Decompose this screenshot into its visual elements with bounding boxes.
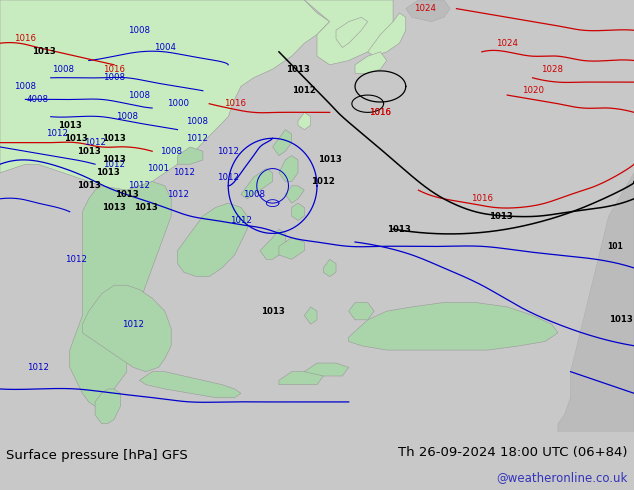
Text: 1016: 1016: [224, 99, 245, 108]
Text: 1016: 1016: [103, 65, 125, 74]
Polygon shape: [323, 259, 336, 276]
Polygon shape: [304, 0, 393, 65]
Text: 1013: 1013: [115, 190, 139, 199]
Text: 1008: 1008: [116, 112, 138, 121]
Text: 1013: 1013: [387, 224, 411, 234]
Text: 1024: 1024: [414, 4, 436, 13]
Polygon shape: [0, 0, 330, 190]
Text: 1013: 1013: [102, 134, 126, 143]
Text: 1013: 1013: [286, 65, 310, 74]
Text: 1000: 1000: [167, 99, 188, 108]
Text: 1008: 1008: [186, 117, 207, 125]
Text: 1012: 1012: [186, 134, 207, 143]
Polygon shape: [336, 17, 368, 48]
Text: 1013: 1013: [102, 155, 126, 165]
Text: 1013: 1013: [77, 147, 101, 156]
Polygon shape: [279, 156, 298, 181]
Text: 1024: 1024: [496, 39, 518, 48]
Text: 1008: 1008: [15, 82, 36, 91]
Polygon shape: [558, 173, 634, 432]
Polygon shape: [355, 52, 387, 74]
Text: 1013: 1013: [32, 48, 56, 56]
Text: 1012: 1012: [65, 255, 87, 264]
Polygon shape: [304, 363, 349, 376]
Polygon shape: [349, 302, 558, 350]
Text: 1013: 1013: [64, 134, 88, 143]
Polygon shape: [70, 181, 171, 406]
Polygon shape: [368, 13, 406, 56]
Text: 1013: 1013: [96, 169, 120, 177]
Text: 1008: 1008: [53, 65, 74, 74]
Polygon shape: [279, 372, 323, 385]
Polygon shape: [406, 0, 450, 22]
Text: 1016: 1016: [370, 108, 391, 117]
Text: 1012: 1012: [167, 190, 188, 199]
Text: 1012: 1012: [230, 216, 252, 225]
Polygon shape: [349, 302, 374, 320]
Text: 1016: 1016: [471, 195, 493, 203]
Text: 1008: 1008: [160, 147, 182, 156]
Text: 1028: 1028: [541, 65, 562, 74]
Text: 4008: 4008: [27, 95, 49, 104]
Text: 101: 101: [607, 242, 623, 251]
Text: @weatheronline.co.uk: @weatheronline.co.uk: [496, 471, 628, 484]
Text: 1012: 1012: [84, 138, 106, 147]
Polygon shape: [178, 203, 247, 276]
Polygon shape: [178, 147, 203, 164]
Text: 1012: 1012: [27, 363, 49, 372]
Polygon shape: [279, 238, 304, 259]
Polygon shape: [82, 285, 171, 372]
Text: 1013: 1013: [58, 121, 82, 130]
Text: 1008: 1008: [243, 190, 264, 199]
Text: 1013: 1013: [102, 203, 126, 212]
Polygon shape: [298, 112, 311, 130]
Polygon shape: [304, 307, 317, 324]
Text: 1012: 1012: [217, 147, 239, 156]
Text: 1013: 1013: [609, 315, 633, 324]
Text: 1001: 1001: [148, 164, 169, 173]
Polygon shape: [260, 229, 285, 259]
Polygon shape: [95, 389, 120, 423]
Text: 1013: 1013: [318, 155, 342, 165]
Text: 1012: 1012: [129, 181, 150, 190]
Text: 1004: 1004: [154, 43, 176, 52]
Text: Surface pressure [hPa] GFS: Surface pressure [hPa] GFS: [6, 449, 188, 462]
Text: 1012: 1012: [46, 129, 68, 139]
Text: 1013: 1013: [489, 212, 513, 220]
Text: 1008: 1008: [103, 74, 125, 82]
Text: 1012: 1012: [311, 177, 335, 186]
Text: 1008: 1008: [129, 91, 150, 99]
Text: 1012: 1012: [217, 172, 239, 182]
Text: 1012: 1012: [292, 86, 316, 95]
Text: 1016: 1016: [15, 34, 36, 44]
Text: 1008: 1008: [129, 26, 150, 35]
Polygon shape: [285, 186, 304, 203]
Text: 1016: 1016: [370, 108, 391, 117]
Polygon shape: [273, 130, 292, 156]
Text: 1013: 1013: [261, 307, 285, 316]
Text: 1013: 1013: [77, 181, 101, 190]
Text: 1012: 1012: [173, 169, 195, 177]
Polygon shape: [139, 372, 241, 397]
Text: 1012: 1012: [122, 319, 144, 329]
Polygon shape: [241, 169, 273, 199]
Text: 1020: 1020: [522, 86, 543, 95]
Polygon shape: [292, 203, 304, 220]
Text: Th 26-09-2024 18:00 UTC (06+84): Th 26-09-2024 18:00 UTC (06+84): [398, 446, 628, 459]
Text: 1012: 1012: [103, 160, 125, 169]
Text: 1013: 1013: [134, 203, 158, 212]
